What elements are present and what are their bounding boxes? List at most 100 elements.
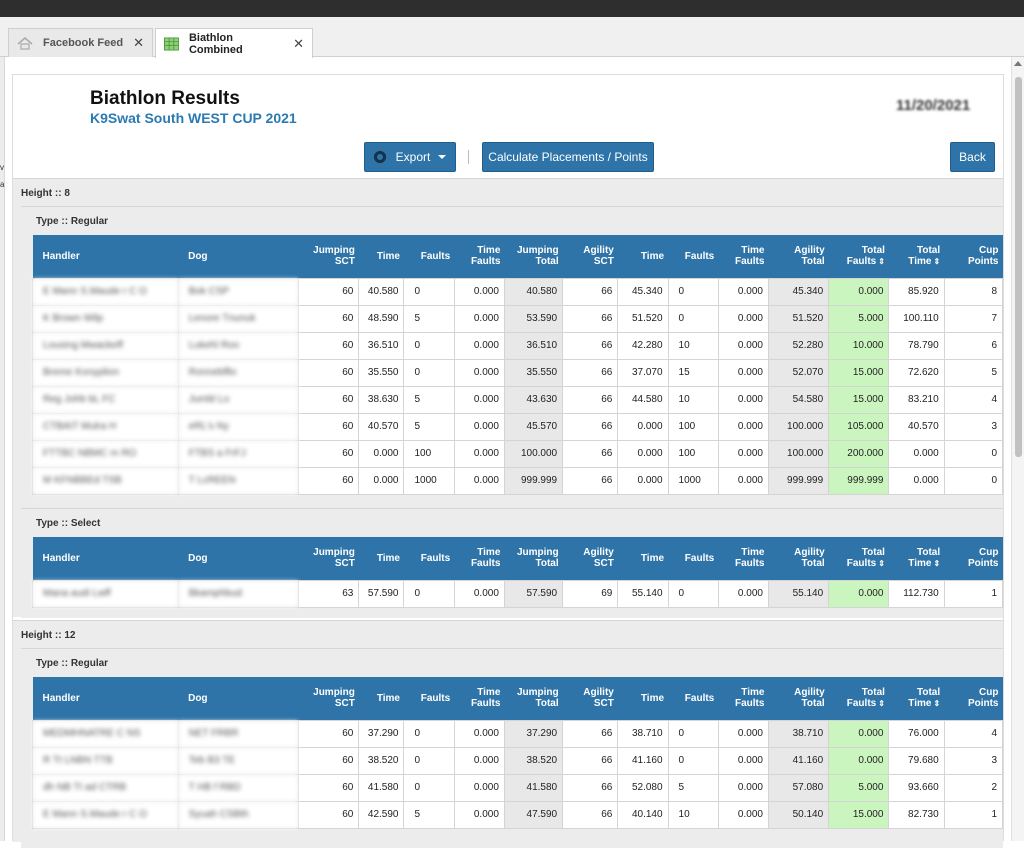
cell-jumping-time: 40.580 xyxy=(358,277,405,306)
column-header-handler: Handler xyxy=(32,537,179,580)
scrollbar-thumb[interactable] xyxy=(1015,77,1022,457)
event-date: 11/20/2021 xyxy=(896,97,971,114)
cell-agility-time-faults: 0.000 xyxy=(717,412,769,441)
cell-total-faults: 15.000 xyxy=(828,385,890,414)
column-header-total-time[interactable]: Total Time ⇕ xyxy=(888,677,945,720)
column-header-label: Agility Total xyxy=(794,245,825,268)
cell-cup-points: 1 xyxy=(943,800,1004,829)
cell-jumping-time-faults: 0.000 xyxy=(453,277,505,306)
cell-cup-points: 6 xyxy=(943,331,1004,360)
cell-agility-time: 37.070 xyxy=(617,358,669,387)
cell-jumping-faults: 0 xyxy=(403,277,455,306)
column-header-label: Jumping SCT xyxy=(313,245,355,268)
column-header-label: Time Faults xyxy=(470,547,501,570)
cell-dog: Ronnebfllo xyxy=(177,358,300,387)
cell-dog: T LcREEN xyxy=(177,466,300,495)
cell-jumping-faults: 0 xyxy=(403,331,455,360)
column-header-total-time[interactable]: Total Time ⇕ xyxy=(888,537,945,580)
column-header-label: Handler xyxy=(42,552,80,564)
tab-biathlon-combined[interactable]: Biathlon Combined ✕ xyxy=(155,28,313,58)
height-group: Height :: 8 Type :: Regular Handler Dog Ju… xyxy=(13,178,1004,618)
table-row: dh NB TI ad CTRB T HB f RBD 60 41.580 0 0.000… xyxy=(32,773,1004,802)
cell-agility-total: 51.520 xyxy=(767,304,830,333)
cell-agility-total: 38.710 xyxy=(767,719,830,748)
column-header-total-faults[interactable]: Total Faults ⇕ xyxy=(828,235,889,278)
column-header-dog: Dog xyxy=(178,537,299,580)
cell-jumping-time: 57.590 xyxy=(358,579,405,608)
cell-agility-total: 999.999 xyxy=(767,466,830,495)
close-icon[interactable]: ✕ xyxy=(293,35,304,51)
column-header-agility-faults: Faults xyxy=(668,235,719,278)
cell-handler: CTBAIT Mulra H xyxy=(32,412,179,441)
column-header-label: Handler xyxy=(42,250,80,262)
cell-agility-faults: 10 xyxy=(667,800,719,829)
column-header-total-faults[interactable]: Total Faults ⇕ xyxy=(828,677,889,720)
cell-jumping-sct: 60 xyxy=(298,719,360,748)
sort-icon[interactable]: ⇕ xyxy=(933,699,941,709)
vertical-scrollbar[interactable] xyxy=(1011,57,1024,841)
cell-dog: Syuah CSBth xyxy=(177,800,300,829)
cell-agility-time: 52.080 xyxy=(617,773,669,802)
cell-agility-sct: 66 xyxy=(562,466,619,495)
cell-jumping-time-faults: 0.000 xyxy=(453,412,505,441)
column-header-label: Faults xyxy=(684,552,715,564)
tab-label: Biathlon Combined xyxy=(188,31,243,56)
cell-agility-time: 45.340 xyxy=(617,277,669,306)
cell-cup-points: 3 xyxy=(943,746,1004,775)
sort-icon[interactable]: ⇕ xyxy=(933,257,941,267)
table-row: MEDMHNATRE C NS NET FRBR 60 37.290 0 0.000 37.… xyxy=(32,719,1004,748)
back-button[interactable]: Back xyxy=(950,142,995,172)
table-row: M KFNBBEd TSB T LcREEN 60 0.000 1000 0.000 999… xyxy=(32,466,1004,495)
column-header-jumping-total: Jumping Total xyxy=(504,537,563,580)
cell-jumping-total: 47.590 xyxy=(503,800,564,829)
column-header-total-time[interactable]: Total Time ⇕ xyxy=(888,235,945,278)
column-header-label: Total Time xyxy=(908,687,941,710)
column-header-total-faults[interactable]: Total Faults ⇕ xyxy=(828,537,889,580)
cell-agility-faults: 0 xyxy=(667,579,719,608)
cell-jumping-time-faults: 0.000 xyxy=(453,439,505,468)
cell-handler: M KFNBBEd TSB xyxy=(32,466,179,495)
column-header-agility-sct: Agility SCT xyxy=(562,677,618,720)
toolbar-divider xyxy=(468,150,469,164)
cell-jumping-sct: 60 xyxy=(298,385,360,414)
cell-total-time: 93.660 xyxy=(888,773,945,802)
cell-cup-points: 4 xyxy=(943,719,1004,748)
cell-jumping-time: 38.520 xyxy=(358,746,405,775)
export-button[interactable]: Export xyxy=(364,142,456,172)
column-header-jumping-faults: Faults xyxy=(403,235,455,278)
header-row: Handler Dog Jumping SCT Time Faults Time Faul… xyxy=(32,677,1003,720)
cell-agility-total: 45.340 xyxy=(767,277,830,306)
calculate-placements-button[interactable]: Calculate Placements / Points xyxy=(482,142,654,172)
column-header-jumping-time-faults: Time Faults xyxy=(454,235,505,278)
type-group: Type :: Select Handler Dog Jumping SCT Time… xyxy=(21,508,1004,618)
tab-facebook-feed[interactable]: Facebook Feed ✕ xyxy=(8,28,153,57)
cell-jumping-faults: 5 xyxy=(403,385,455,414)
cell-handler: FTTBC NBMC m RO xyxy=(32,439,179,468)
type-label: Type :: Regular xyxy=(36,657,109,669)
cell-agility-time: 41.160 xyxy=(617,746,669,775)
column-header-label: Agility Total xyxy=(794,687,825,710)
cell-agility-faults: 10 xyxy=(667,385,719,414)
cell-agility-sct: 66 xyxy=(562,439,619,468)
export-label: Export xyxy=(395,150,431,164)
sort-icon[interactable]: ⇕ xyxy=(878,559,885,569)
scroll-up-icon[interactable] xyxy=(1014,61,1022,66)
cell-agility-time: 55.140 xyxy=(617,579,669,608)
column-header-agility-time: Time xyxy=(617,537,669,580)
cell-agility-faults: 15 xyxy=(667,358,719,387)
cell-total-faults: 0.000 xyxy=(828,719,890,748)
cell-agility-time: 0.000 xyxy=(617,412,669,441)
cell-total-faults: 15.000 xyxy=(828,358,890,387)
cell-agility-total: 57.080 xyxy=(767,773,830,802)
cell-dog: FTBS a FrFJ xyxy=(177,439,300,468)
cell-dog: Lukehl Roo xyxy=(177,331,300,360)
cell-dog: Jumbl Lo xyxy=(177,385,300,414)
sort-icon[interactable]: ⇕ xyxy=(878,257,885,267)
cell-jumping-sct: 60 xyxy=(298,746,360,775)
cell-jumping-time: 38.630 xyxy=(358,385,405,414)
sort-icon[interactable]: ⇕ xyxy=(933,559,941,569)
cell-jumping-faults: 5 xyxy=(403,800,455,829)
sort-icon[interactable]: ⇕ xyxy=(878,699,885,709)
close-icon[interactable]: ✕ xyxy=(133,35,144,50)
column-header-agility-time: Time xyxy=(617,677,669,720)
